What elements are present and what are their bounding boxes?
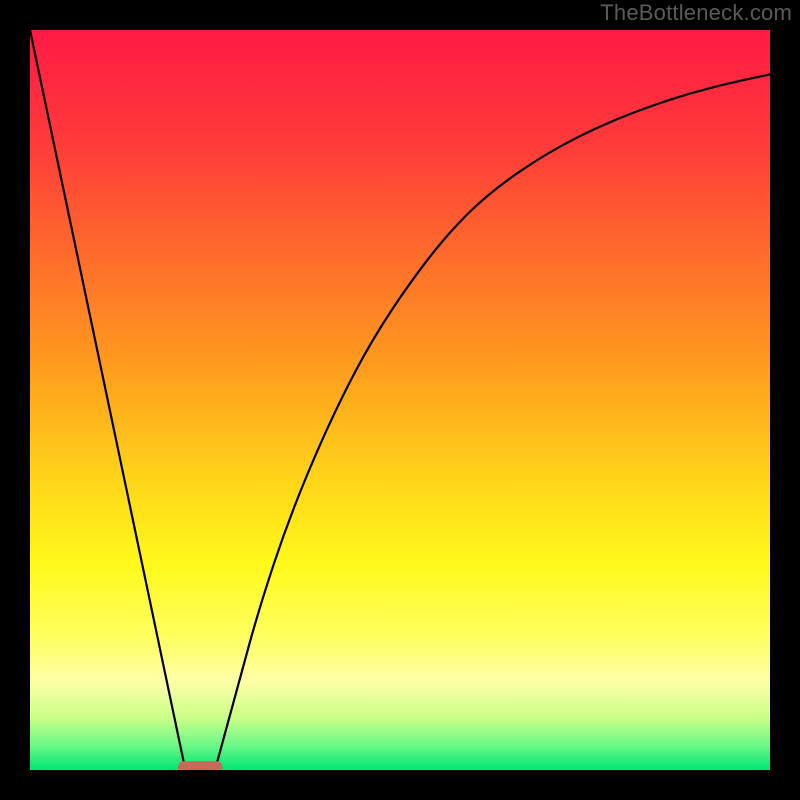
gradient-background <box>30 30 770 770</box>
plot-area <box>30 30 770 770</box>
gradient-plot <box>30 30 770 770</box>
chart-container: TheBottleneck.com <box>0 0 800 800</box>
optimum-marker <box>178 761 222 770</box>
watermark-text: TheBottleneck.com <box>600 0 792 26</box>
